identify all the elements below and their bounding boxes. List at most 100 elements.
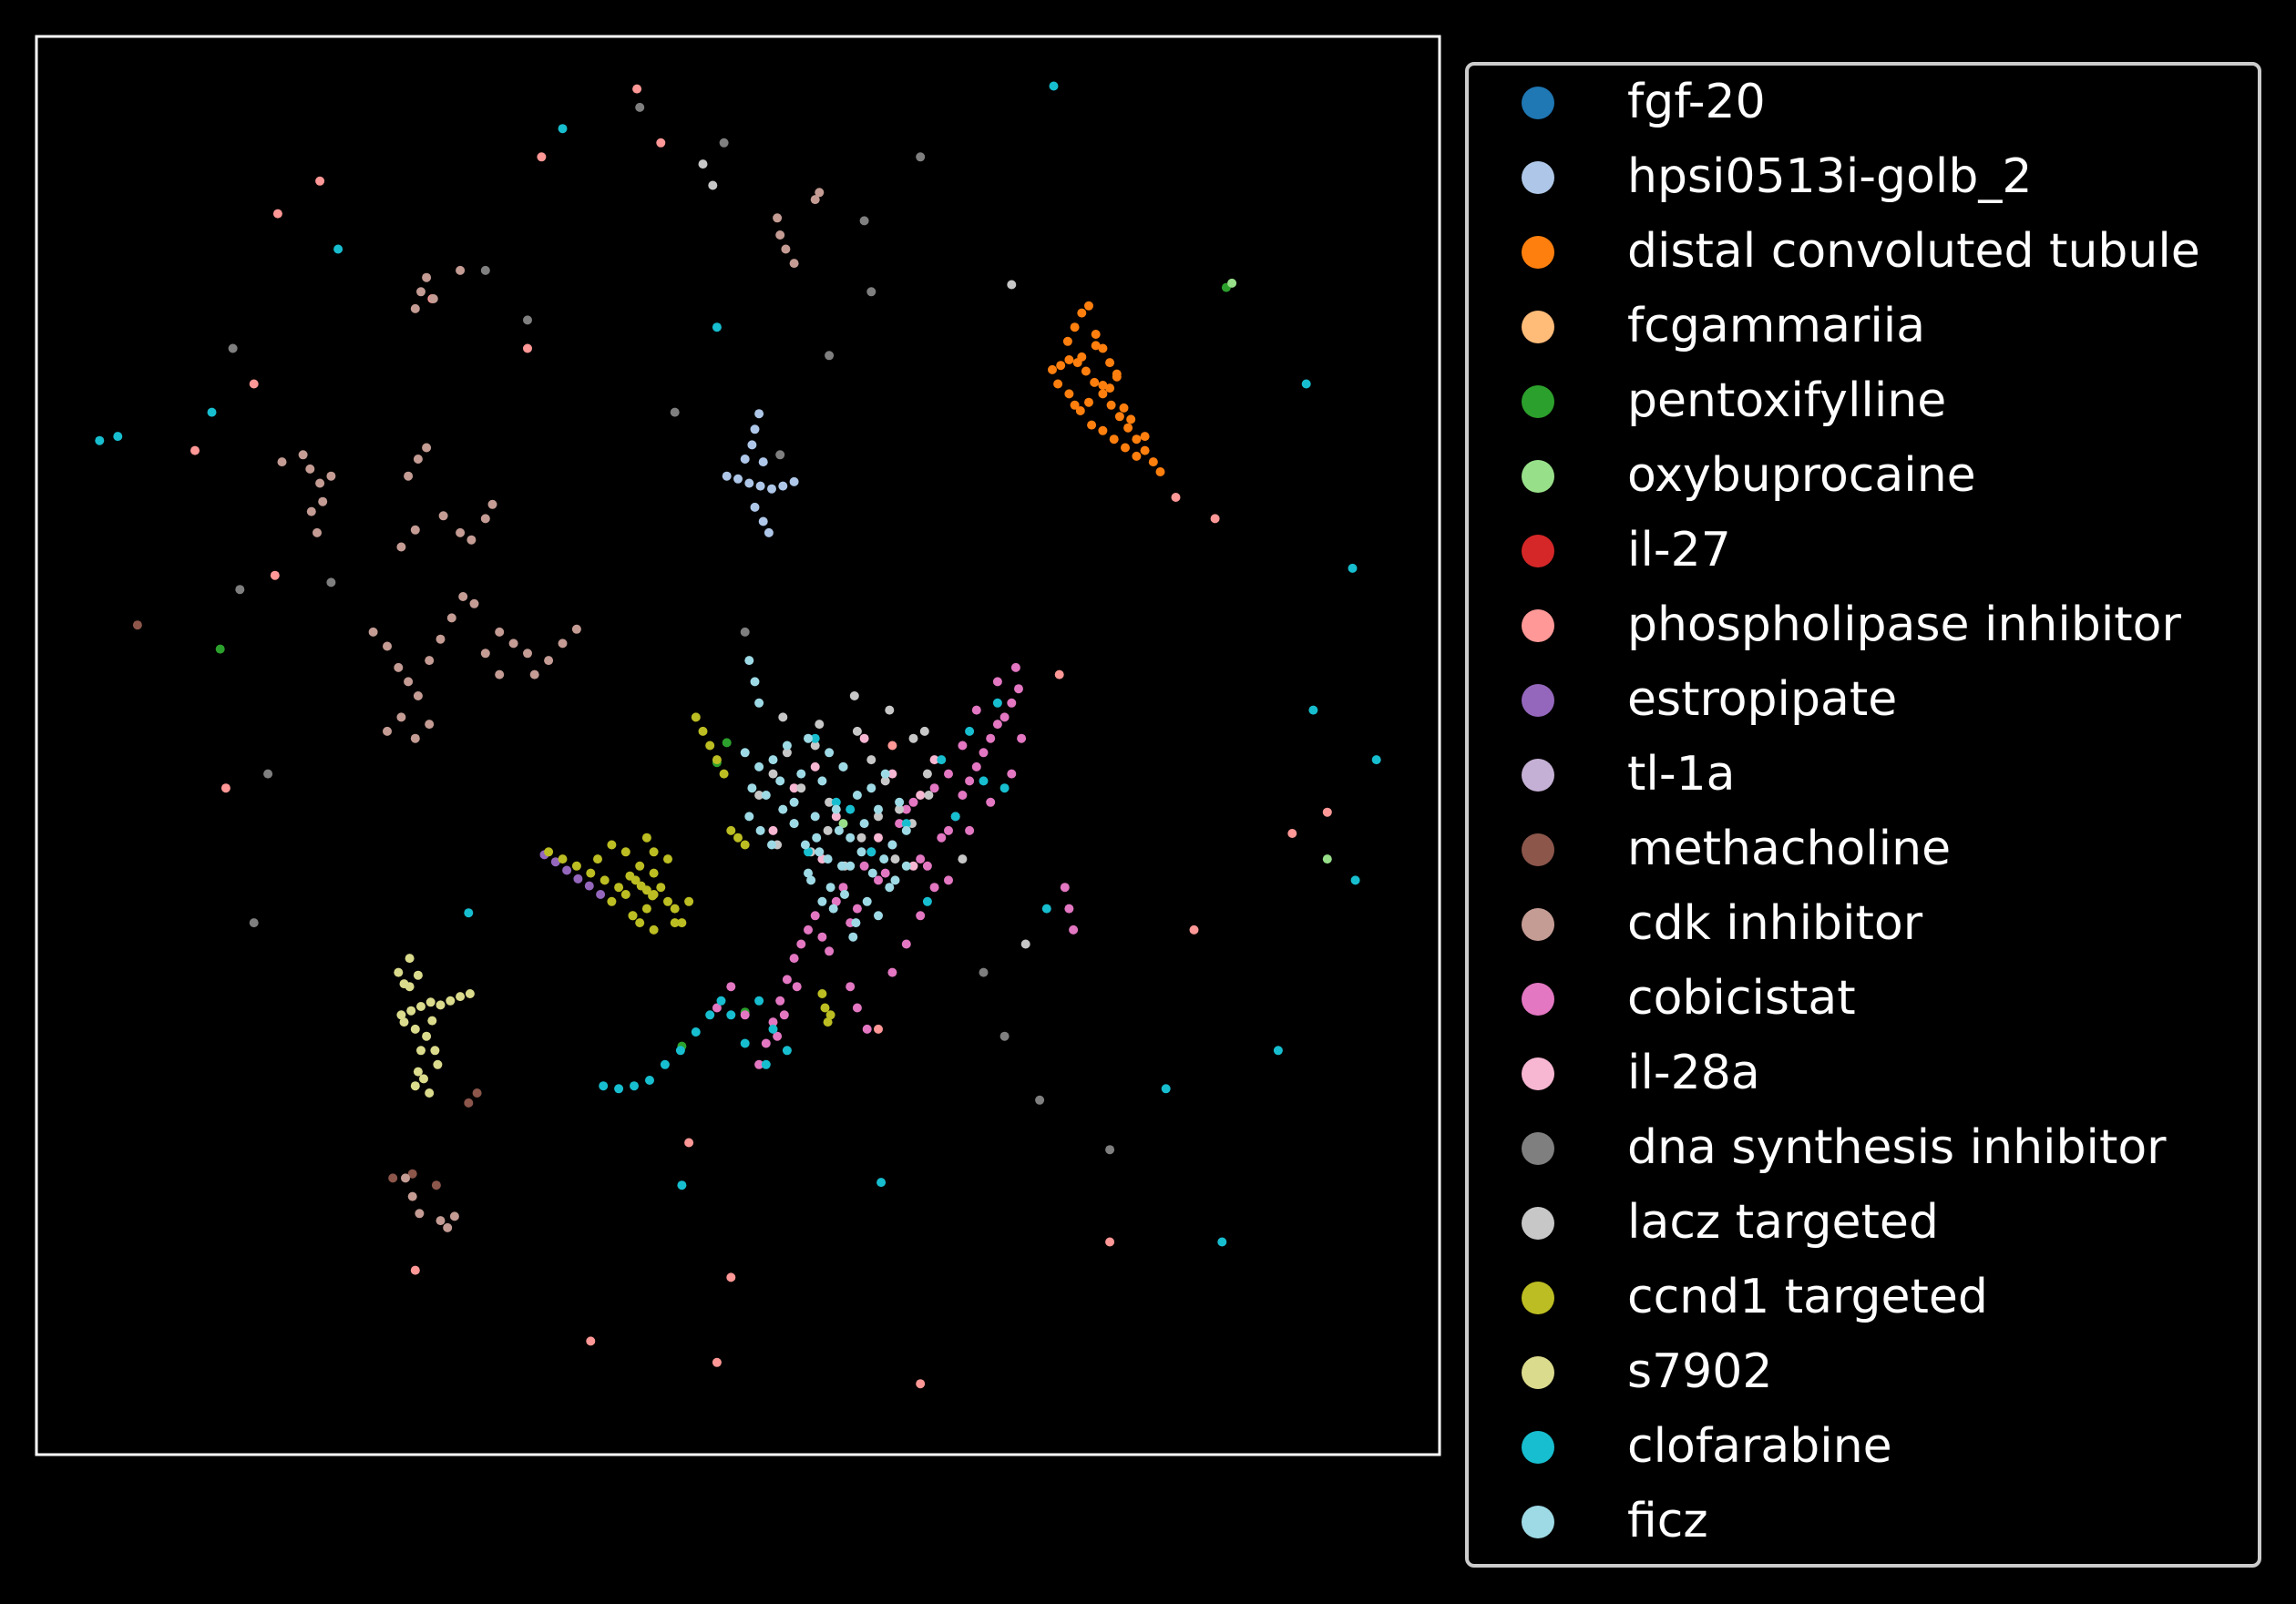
data-point [817, 896, 827, 906]
data-point [469, 598, 479, 608]
data-point [630, 875, 641, 885]
data-point [428, 294, 438, 303]
data-point [979, 967, 989, 977]
data-point [922, 896, 932, 906]
data-point [775, 776, 785, 786]
data-point [922, 861, 932, 871]
data-point [726, 1272, 736, 1282]
data-point [1077, 308, 1087, 318]
data-point [1054, 669, 1064, 679]
data-point [764, 527, 774, 537]
data-point [916, 152, 926, 162]
data-point [394, 662, 404, 672]
data-point [950, 812, 960, 822]
data-point [571, 861, 581, 871]
data-point [641, 833, 651, 843]
data-point [708, 180, 718, 190]
data-point [416, 1046, 425, 1056]
data-point [789, 259, 799, 269]
data-point [1098, 425, 1108, 435]
data-point [446, 613, 456, 623]
data-point [1348, 563, 1358, 573]
data-point [1017, 733, 1027, 743]
data-point [767, 840, 776, 850]
data-point [758, 457, 768, 467]
series-11 [277, 188, 825, 1232]
data-point [823, 1017, 833, 1027]
data-point [828, 904, 838, 914]
data-point [1301, 379, 1311, 389]
data-point [396, 712, 406, 722]
data-point [436, 634, 446, 644]
data-point [410, 1081, 420, 1091]
legend-item: fcgammariia [1522, 299, 1925, 353]
data-point [573, 874, 583, 884]
data-point [228, 343, 238, 353]
legend-item: il-28a [1522, 1046, 1760, 1100]
data-point [815, 188, 825, 198]
legend-item: clofarabine [1522, 1419, 1892, 1474]
data-point [992, 698, 1002, 708]
data-point [1105, 358, 1115, 368]
data-point [999, 1031, 1010, 1041]
data-point [396, 542, 406, 552]
data-point [789, 819, 799, 829]
data-point [754, 761, 764, 771]
data-point [523, 343, 532, 353]
data-point [806, 875, 816, 885]
data-point [368, 627, 378, 637]
legend-marker [1522, 87, 1554, 119]
data-point [272, 209, 282, 219]
data-point [874, 1024, 883, 1034]
data-point [831, 812, 841, 822]
data-point [908, 861, 918, 871]
legend-label: ccnd1 targeted [1627, 1270, 1988, 1324]
data-point [410, 525, 420, 535]
data-point [298, 450, 308, 460]
data-point [859, 819, 869, 829]
data-point [885, 883, 895, 893]
legend-label: estropipate [1627, 672, 1897, 727]
data-point [712, 1003, 722, 1013]
data-point [768, 769, 778, 779]
legend-marker [1522, 759, 1554, 792]
data-point [1069, 925, 1079, 935]
data-point [879, 854, 889, 864]
data-point [846, 982, 856, 992]
data-point [740, 455, 750, 464]
data-point [890, 875, 900, 885]
data-point [410, 733, 420, 743]
legend-label: clofarabine [1627, 1419, 1892, 1474]
data-point [670, 918, 680, 928]
data-point [874, 833, 883, 843]
data-point [1091, 341, 1101, 351]
data-point [866, 287, 876, 297]
data-point [1077, 352, 1087, 362]
data-point [456, 992, 466, 1002]
data-point [529, 669, 539, 679]
series-5 [838, 278, 1332, 864]
data-point [768, 1024, 778, 1034]
data-point [1007, 698, 1017, 708]
data-point [810, 733, 820, 743]
data-point [1049, 81, 1059, 91]
data-point [965, 825, 975, 835]
data-point [1189, 925, 1199, 935]
data-point [456, 265, 466, 275]
data-point [908, 733, 918, 743]
data-point [895, 819, 905, 829]
data-point [1098, 343, 1108, 353]
legend-frame [1465, 62, 2261, 1568]
data-point [831, 896, 841, 906]
data-point [383, 726, 392, 736]
data-point [422, 1031, 432, 1041]
data-point [584, 881, 594, 891]
data-point [837, 861, 846, 871]
data-point [1098, 389, 1108, 399]
data-point [508, 639, 518, 649]
data-point [1105, 383, 1115, 393]
data-point [413, 691, 423, 700]
data-point [916, 911, 926, 921]
data-point [919, 726, 929, 736]
data-point [992, 677, 1002, 687]
